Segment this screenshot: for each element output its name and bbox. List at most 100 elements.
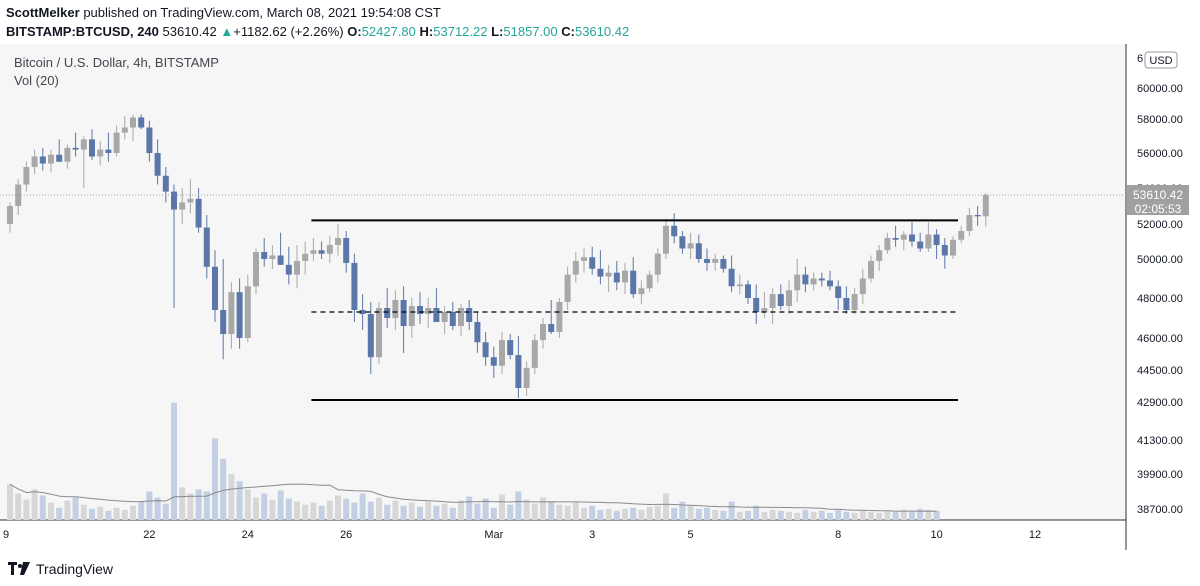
- candle-body: [638, 288, 645, 295]
- tradingview-logo-icon: [8, 562, 30, 575]
- candle-body: [244, 286, 251, 338]
- volume-bar: [384, 504, 391, 520]
- volume-bar: [80, 504, 87, 520]
- time-tick-label: 5: [688, 529, 694, 541]
- candle-body: [97, 149, 104, 157]
- volume-bar: [876, 512, 883, 520]
- candle-body: [827, 280, 833, 287]
- candle-body: [490, 357, 497, 366]
- volume-bar: [31, 489, 38, 520]
- candle-body: [335, 238, 341, 245]
- volume-bar: [490, 507, 497, 520]
- price-tick-partial: 6: [1137, 53, 1143, 65]
- volume-bar: [630, 507, 637, 520]
- volume-bar: [376, 497, 382, 520]
- candle-body: [900, 234, 907, 240]
- price-tick-label: 60000.00: [1137, 83, 1183, 95]
- publish-header: ScottMelker published on TradingView.com…: [6, 3, 441, 22]
- candle-body: [892, 238, 899, 240]
- volume-bar: [277, 490, 284, 520]
- candle-body: [687, 243, 694, 249]
- volume-bar: [753, 505, 760, 520]
- legend-title[interactable]: Bitcoin / U.S. Dollar, 4h, BITSTAMP: [14, 55, 219, 70]
- last-price-tag-box: [1127, 185, 1189, 216]
- candle-body: [794, 274, 801, 291]
- volume-bar: [417, 506, 423, 520]
- candle-body: [261, 252, 268, 259]
- candle-body: [941, 245, 948, 256]
- candle-body: [531, 340, 538, 368]
- bar-countdown: 02:05:53: [1135, 202, 1182, 216]
- volume-bar: [531, 503, 538, 520]
- candle-body: [613, 272, 620, 283]
- volume-bar: [548, 501, 555, 520]
- candle-body: [556, 302, 563, 332]
- candle-body: [515, 355, 522, 388]
- candle-body: [285, 264, 292, 275]
- volume-bar: [392, 500, 399, 520]
- candle-body: [622, 270, 628, 283]
- volume-bar: [515, 491, 522, 520]
- volume-bar: [351, 502, 358, 520]
- candle-body: [138, 117, 145, 128]
- volume-bar: [449, 507, 456, 520]
- volume-bar: [187, 493, 194, 520]
- candle-body: [868, 260, 874, 279]
- price-tick-label: 52000.00: [1137, 219, 1183, 231]
- volume-bar: [654, 505, 661, 520]
- currency-badge[interactable]: USD: [1144, 51, 1178, 69]
- footer-brand[interactable]: TradingView: [36, 561, 114, 577]
- candle-body: [786, 290, 792, 306]
- volume-bar: [441, 503, 448, 520]
- candle-body: [146, 127, 153, 153]
- volume-bar: [745, 510, 751, 520]
- candle-layer: [0, 114, 1126, 398]
- price-tick-label: 56000.00: [1137, 148, 1183, 160]
- currency-label: USD: [1149, 55, 1172, 67]
- candle-body: [572, 260, 579, 275]
- volume-bar: [195, 489, 202, 520]
- candle-body: [89, 139, 95, 157]
- candle-body: [933, 234, 940, 245]
- legend-volume[interactable]: Vol (20): [14, 73, 59, 88]
- price-tick-label: 41300.00: [1137, 435, 1183, 447]
- volume-bar: [179, 487, 186, 520]
- volume-bar: [818, 510, 825, 520]
- footer: TradingView: [8, 558, 113, 580]
- candle-body: [507, 340, 514, 356]
- publisher-name[interactable]: ScottMelker: [6, 5, 80, 20]
- candle-body: [113, 132, 120, 153]
- volume-bar: [572, 502, 579, 520]
- volume-bar: [72, 497, 79, 520]
- price-tick-label: 44500.00: [1137, 365, 1183, 377]
- candle-body: [228, 292, 235, 334]
- volume-bar: [302, 504, 309, 520]
- candle-body: [704, 259, 710, 263]
- candle-body: [499, 340, 505, 366]
- time-tick-label: 3: [589, 529, 595, 541]
- candle-body: [187, 198, 194, 203]
- chart-area[interactable]: 60000.0058000.0056000.0054000.0052000.00…: [0, 44, 1200, 550]
- volume-bar: [294, 501, 300, 520]
- time-tick-label: 10: [930, 529, 942, 541]
- volume-bar: [64, 500, 71, 520]
- candle-body: [31, 156, 38, 167]
- time-tick-label: Mar: [484, 529, 503, 541]
- candle-body: [302, 253, 309, 261]
- candle-body: [720, 259, 727, 269]
- volume-bar: [23, 499, 30, 520]
- price-axis[interactable]: 60000.0058000.0056000.0054000.0052000.00…: [1137, 83, 1183, 516]
- candle-body: [417, 306, 423, 314]
- volume-bar: [613, 510, 620, 520]
- candle-body: [326, 245, 333, 254]
- volume-bar: [589, 505, 596, 520]
- time-axis[interactable]: 9 22 24 26 Mar 3 5 8 10 12: [3, 529, 1041, 541]
- candle-body: [367, 314, 374, 358]
- candlestick-chart[interactable]: 60000.0058000.0056000.0054000.0052000.00…: [0, 44, 1200, 550]
- volume-bar: [835, 509, 842, 520]
- candle-body: [466, 308, 473, 322]
- volume-bar: [859, 510, 866, 520]
- volume-bar: [56, 507, 63, 520]
- volume-bar: [720, 510, 727, 520]
- candle-body: [48, 154, 54, 164]
